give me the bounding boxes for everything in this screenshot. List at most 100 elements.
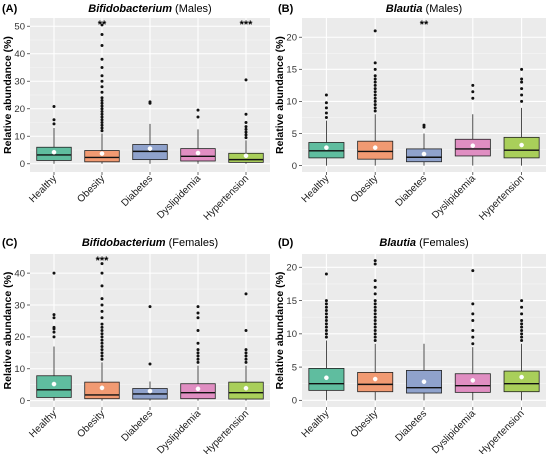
outlier-point	[100, 322, 104, 326]
y-tick-label: 30	[14, 300, 25, 311]
outlier-point	[471, 83, 475, 87]
outlier-point	[100, 23, 104, 27]
x-tick-label: Diabetes	[119, 173, 155, 209]
outlier-point	[373, 285, 377, 289]
outlier-point	[520, 312, 524, 316]
significance-marker: **	[98, 19, 107, 31]
outlier-point	[100, 112, 104, 116]
mean-point	[372, 145, 378, 150]
x-tick-label: Dyslipidemia	[155, 408, 203, 454]
box-healthy	[308, 93, 345, 166]
outlier-point	[422, 123, 426, 127]
box-body	[36, 375, 72, 398]
box-hypertension: ***	[228, 19, 264, 164]
panel-label: (D)	[278, 237, 294, 249]
outlier-point	[471, 90, 475, 94]
outlier-point	[52, 335, 56, 339]
outlier-point	[373, 67, 377, 71]
outlier-point	[100, 99, 104, 102]
box-body	[454, 373, 491, 393]
mean-point	[243, 153, 249, 159]
y-tick-label: 20	[286, 33, 297, 44]
box-dyslipidemia	[180, 108, 216, 164]
outlier-point	[520, 67, 524, 71]
mean-point	[519, 374, 524, 380]
outlier-point	[52, 118, 56, 122]
panel-label: (A)	[2, 3, 18, 15]
outlier-point	[244, 130, 248, 134]
outlier-point	[520, 299, 524, 303]
outlier-point	[100, 115, 104, 119]
x-tick-label: Healthy	[300, 173, 332, 205]
panel-title-group: (Females)	[416, 237, 469, 249]
y-tick-label: 20	[14, 332, 25, 343]
box-dyslipidemia	[180, 305, 216, 401]
outlier-point	[100, 121, 104, 124]
outlier-point	[373, 103, 377, 107]
y-tick-label: 10	[286, 97, 297, 108]
outlier-point	[100, 325, 104, 329]
outlier-point	[373, 335, 377, 339]
outlier-point	[373, 329, 377, 332]
box-healthy	[36, 105, 72, 164]
outlier-point	[324, 309, 328, 313]
outlier-point	[196, 115, 200, 119]
outlier-point	[196, 108, 200, 112]
outlier-point	[373, 322, 377, 326]
outlier-point	[100, 357, 104, 361]
x-tick-label: Dyslipidemia	[430, 408, 478, 454]
x-tick-label: Dyslipidemia	[430, 173, 478, 221]
outlier-point	[520, 93, 524, 97]
outlier-point	[520, 335, 524, 339]
panel-title: Blautia (Males)	[386, 3, 462, 15]
outlier-point	[100, 74, 104, 78]
x-tick-label: Obesity	[349, 408, 381, 440]
y-tick-label: 20	[286, 263, 297, 274]
outlier-point	[471, 312, 475, 316]
outlier-point	[324, 106, 328, 110]
y-axis-label: Relative abundance (%)	[2, 36, 14, 154]
outlier-point	[100, 85, 104, 89]
outlier-point	[100, 344, 104, 348]
outlier-point	[196, 329, 200, 332]
outlier-point	[148, 100, 152, 104]
outlier-point	[100, 332, 104, 336]
outlier-point	[324, 312, 328, 316]
mean-point	[147, 388, 153, 394]
outlier-point	[373, 302, 377, 306]
outlier-point	[244, 351, 248, 355]
outlier-point	[100, 351, 104, 355]
outlier-point	[471, 302, 475, 306]
outlier-point	[100, 104, 104, 108]
box-obesity: **	[84, 19, 120, 164]
outlier-point	[244, 348, 248, 352]
outlier-point	[324, 325, 328, 329]
box-diabetes	[406, 343, 442, 401]
outlier-point	[373, 77, 377, 81]
mean-point	[421, 379, 427, 385]
mean-point	[147, 146, 153, 151]
mean-point	[324, 375, 329, 381]
outlier-point	[373, 309, 377, 313]
outlier-point	[324, 329, 328, 332]
panel-label: (C)	[2, 237, 18, 249]
box-healthy	[308, 272, 345, 401]
panel-title-genus: Blautia	[386, 3, 423, 15]
y-tick-label: 40	[14, 268, 25, 279]
outlier-point	[324, 115, 328, 119]
outlier-point	[373, 319, 377, 323]
outlier-point	[100, 101, 104, 105]
outlier-point	[471, 329, 475, 332]
box-diabetes	[132, 100, 168, 164]
outlier-point	[100, 271, 104, 275]
y-tick-label: 0	[20, 159, 25, 170]
outlier-point	[373, 332, 377, 336]
outlier-point	[520, 329, 524, 332]
panel-title-genus: Blautia	[379, 237, 416, 249]
outlier-point	[324, 315, 328, 319]
outlier-point	[373, 99, 377, 103]
outlier-point	[373, 262, 377, 266]
